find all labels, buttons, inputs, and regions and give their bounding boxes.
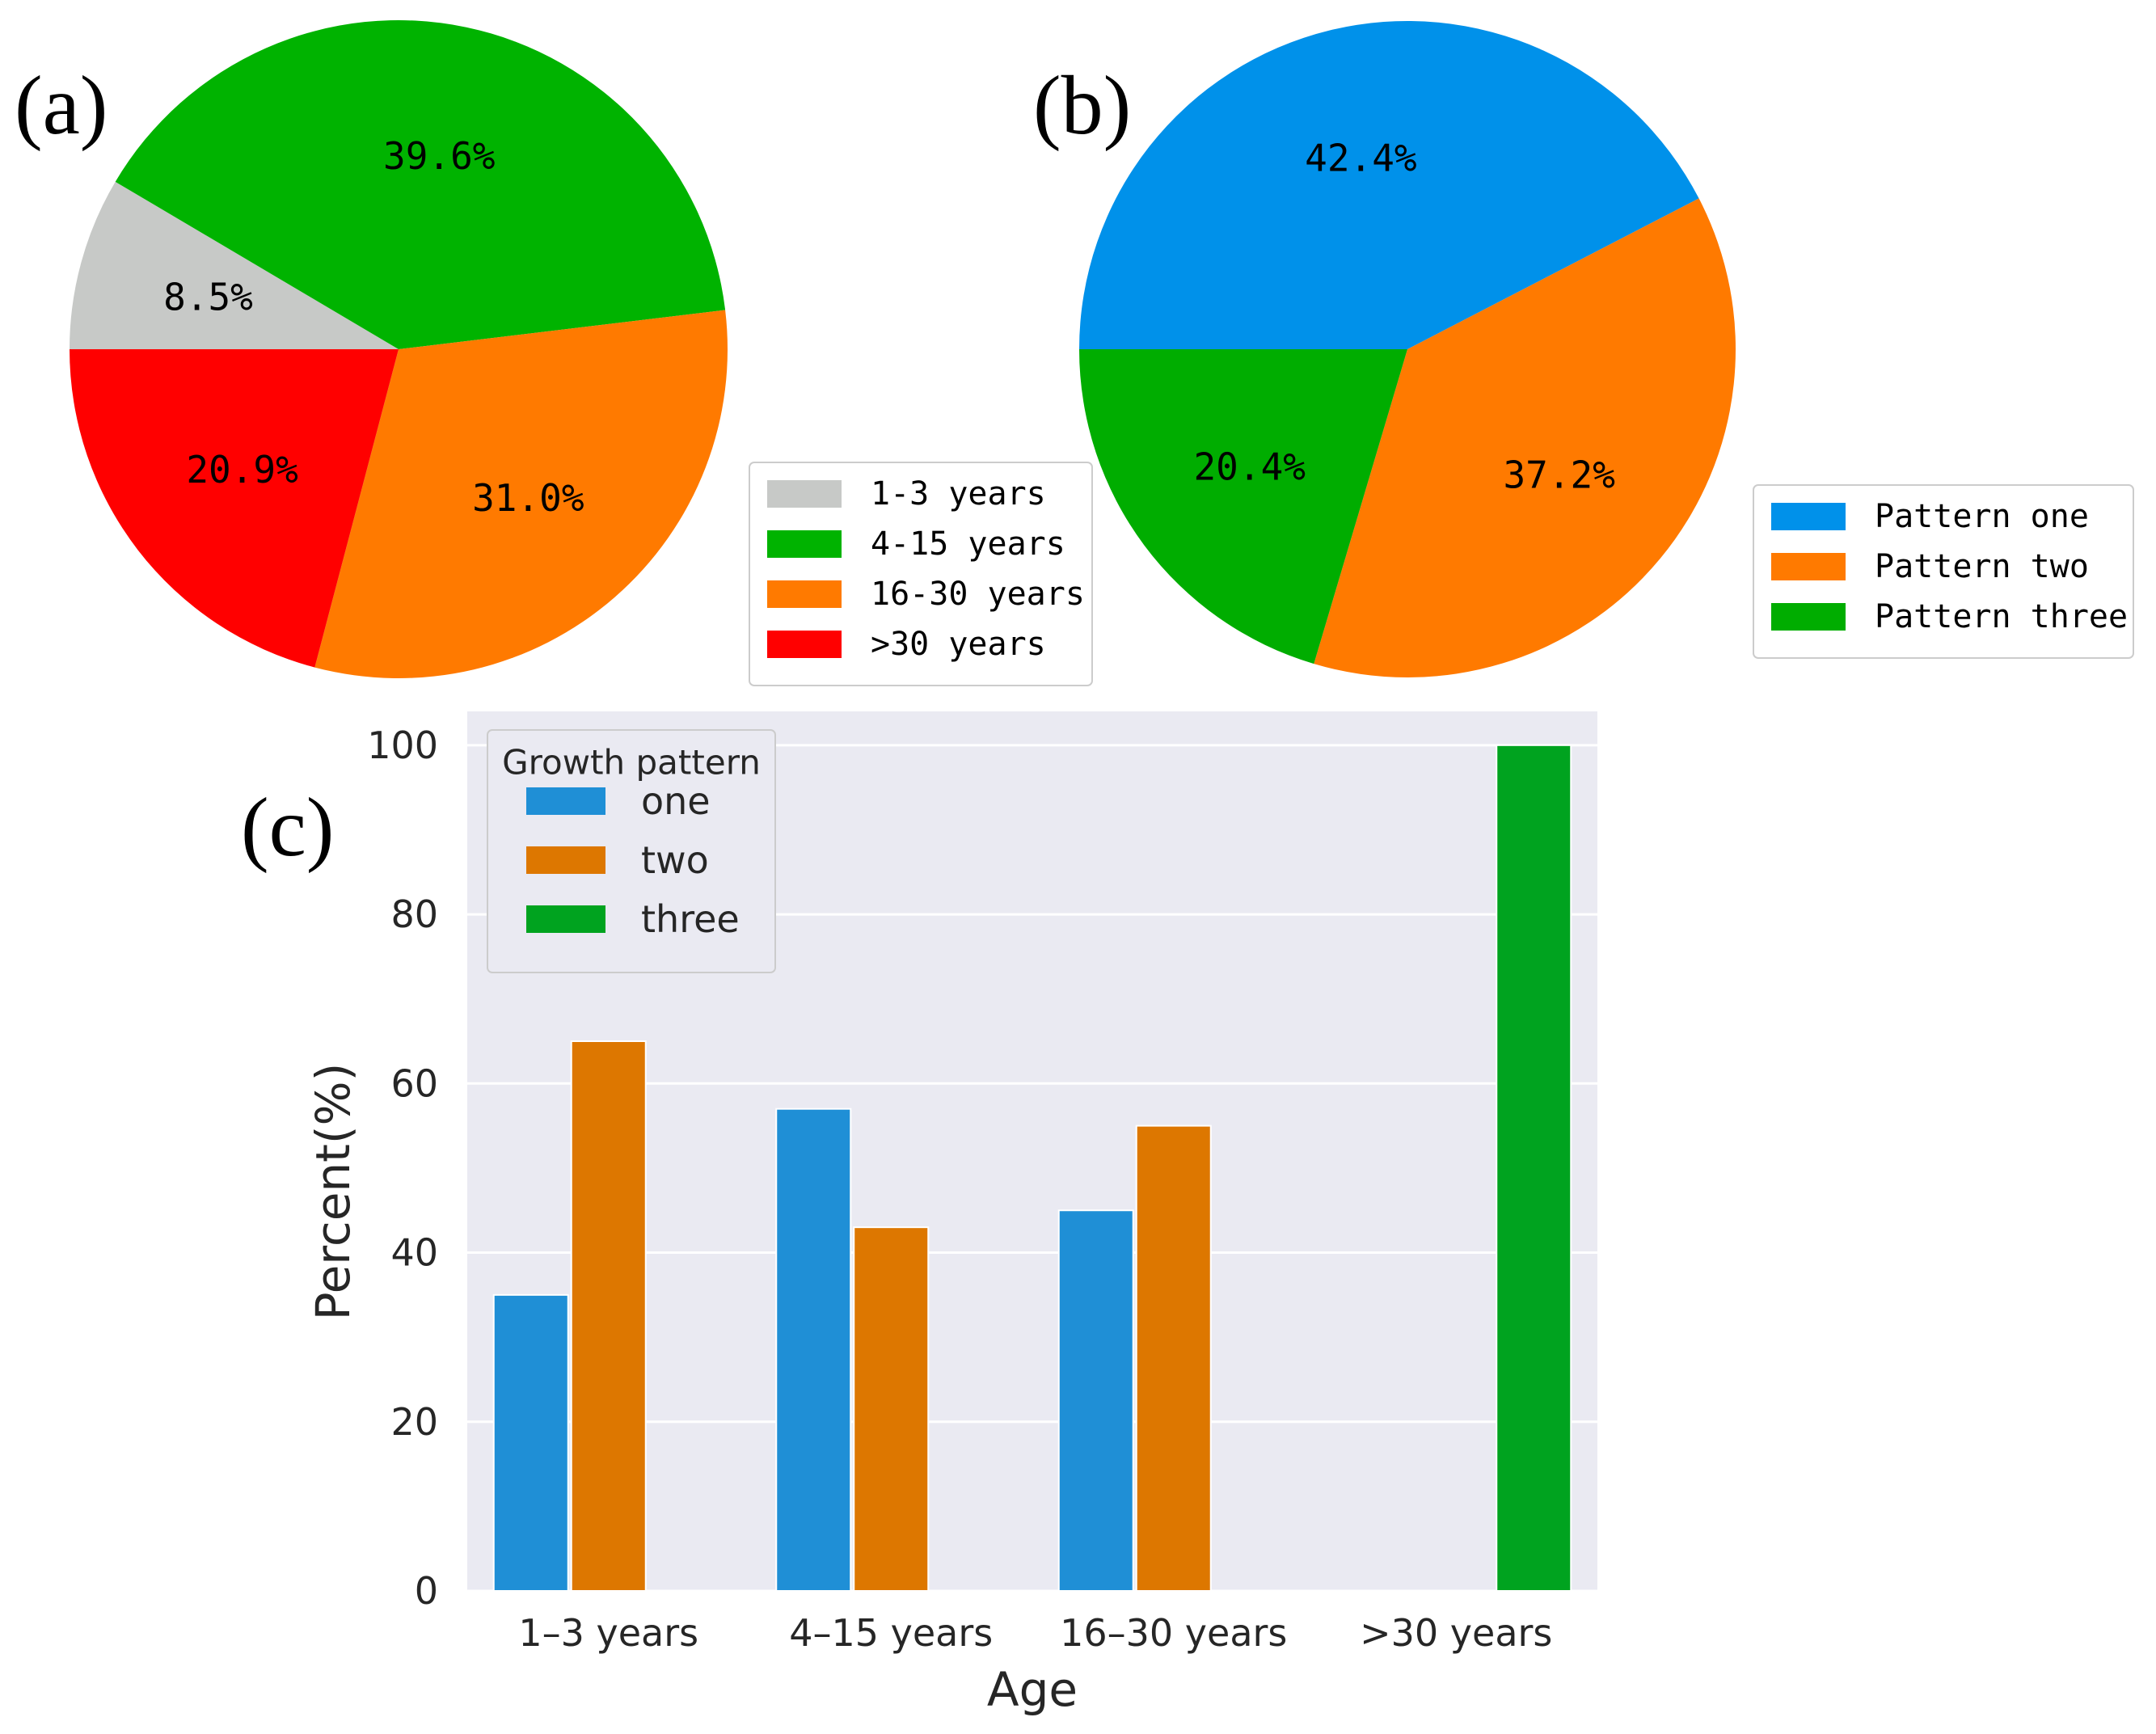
- pie-slice-4-15-years: [115, 20, 726, 349]
- legend-label-pattern-one: Pattern one: [1875, 498, 2089, 535]
- pie-slice-pattern-two: [1314, 198, 1736, 677]
- pie-slice-pattern-one: [1079, 20, 1699, 350]
- legend-swatch-pattern-two: [1771, 553, 1846, 580]
- bar-chart-growth-pattern: 0 20 40 60 80 100 1–3 years 4–15 years 16–30 yea…: [306, 711, 1597, 1717]
- y-tick-label: 40: [390, 1231, 438, 1275]
- legend-frame: [749, 462, 1093, 686]
- bar-legend-swatch-two: [526, 846, 605, 874]
- legend-age: 1-3 years 4-15 years 16-30 years >30 years: [749, 462, 1093, 686]
- legend-label-16-30-years: 16-30 years: [871, 576, 1085, 613]
- bar-two-4-15-years: [853, 1226, 930, 1592]
- pie-label-4-15-years: 39.6%: [383, 134, 495, 178]
- x-tick-label-1-3-years: 1–3 years: [518, 1611, 698, 1655]
- panel-label-b: (b): [1033, 59, 1131, 152]
- legend-swatch-30-years: [767, 631, 842, 658]
- legend-label-4-15-years: 4-15 years: [871, 525, 1065, 563]
- legend-frame: [1753, 484, 2134, 659]
- pie-slice-1-3-years: [70, 181, 399, 349]
- bar-legend-swatch-one: [526, 787, 605, 815]
- legend-swatch-pattern-one: [1771, 503, 1846, 530]
- bar-legend-label-three: three: [641, 897, 740, 941]
- bar-legend-label-one: one: [641, 779, 711, 823]
- bar-one-4-15-years: [775, 1107, 852, 1592]
- pie-chart-age: 8.5% 39.6% 31.0% 20.9%: [70, 20, 728, 678]
- legend-swatch-1-3-years: [767, 480, 842, 508]
- legend-label-30-years: >30 years: [871, 626, 1046, 663]
- pie-chart-pattern: 42.4% 37.2% 20.4%: [1079, 20, 1736, 677]
- legend-swatch-pattern-three: [1771, 603, 1846, 631]
- bar-three-30-years: [1496, 744, 1572, 1592]
- bar-legend-label-two: two: [641, 838, 709, 882]
- y-axis-label: Percent(%): [306, 1063, 361, 1321]
- y-tick-label: 0: [415, 1569, 438, 1613]
- y-tick-label: 100: [367, 724, 438, 767]
- panel-label-c: (c): [241, 781, 334, 874]
- y-tick-label: 60: [390, 1061, 438, 1105]
- bar-one-1-3-years: [492, 1293, 569, 1593]
- pie-slice-16-30-years: [314, 310, 728, 678]
- legend-swatch-16-30-years: [767, 580, 842, 608]
- x-tick-label-16-30-years: 16–30 years: [1060, 1611, 1287, 1655]
- legend-label-pattern-two: Pattern two: [1875, 548, 2089, 585]
- bar-legend-title: Growth pattern: [502, 743, 761, 783]
- legend-swatch-4-15-years: [767, 530, 842, 558]
- legend-label-1-3-years: 1-3 years: [871, 475, 1046, 513]
- x-tick-label-30-years: >30 years: [1360, 1611, 1552, 1655]
- pie-label-16-30-years: 31.0%: [472, 476, 584, 520]
- x-tick-label-4-15-years: 4–15 years: [789, 1611, 993, 1655]
- pie-label-pattern-one: 42.4%: [1305, 136, 1416, 179]
- bar-one-16-30-years: [1057, 1209, 1134, 1592]
- pie-label-pattern-two: 37.2%: [1503, 453, 1614, 496]
- pie-label-pattern-three: 20.4%: [1193, 445, 1305, 489]
- legend-pattern: Pattern one Pattern two Pattern three: [1753, 484, 2134, 659]
- bar-two-1-3-years: [570, 1040, 647, 1592]
- bar-legend-swatch-three: [526, 905, 605, 933]
- y-tick-label: 20: [390, 1400, 438, 1444]
- x-axis-label: Age: [987, 1662, 1078, 1717]
- bar-two-16-30-years: [1135, 1124, 1212, 1592]
- y-tick-label: 80: [390, 892, 438, 936]
- pie-slice-30-years: [70, 349, 399, 668]
- pie-slice-pattern-three: [1079, 349, 1407, 664]
- pie-label-30-years: 20.9%: [186, 448, 297, 492]
- legend-label-pattern-three: Pattern three: [1875, 598, 2128, 635]
- pie-label-1-3-years: 8.5%: [163, 276, 253, 319]
- panel-label-a: (a): [15, 59, 108, 152]
